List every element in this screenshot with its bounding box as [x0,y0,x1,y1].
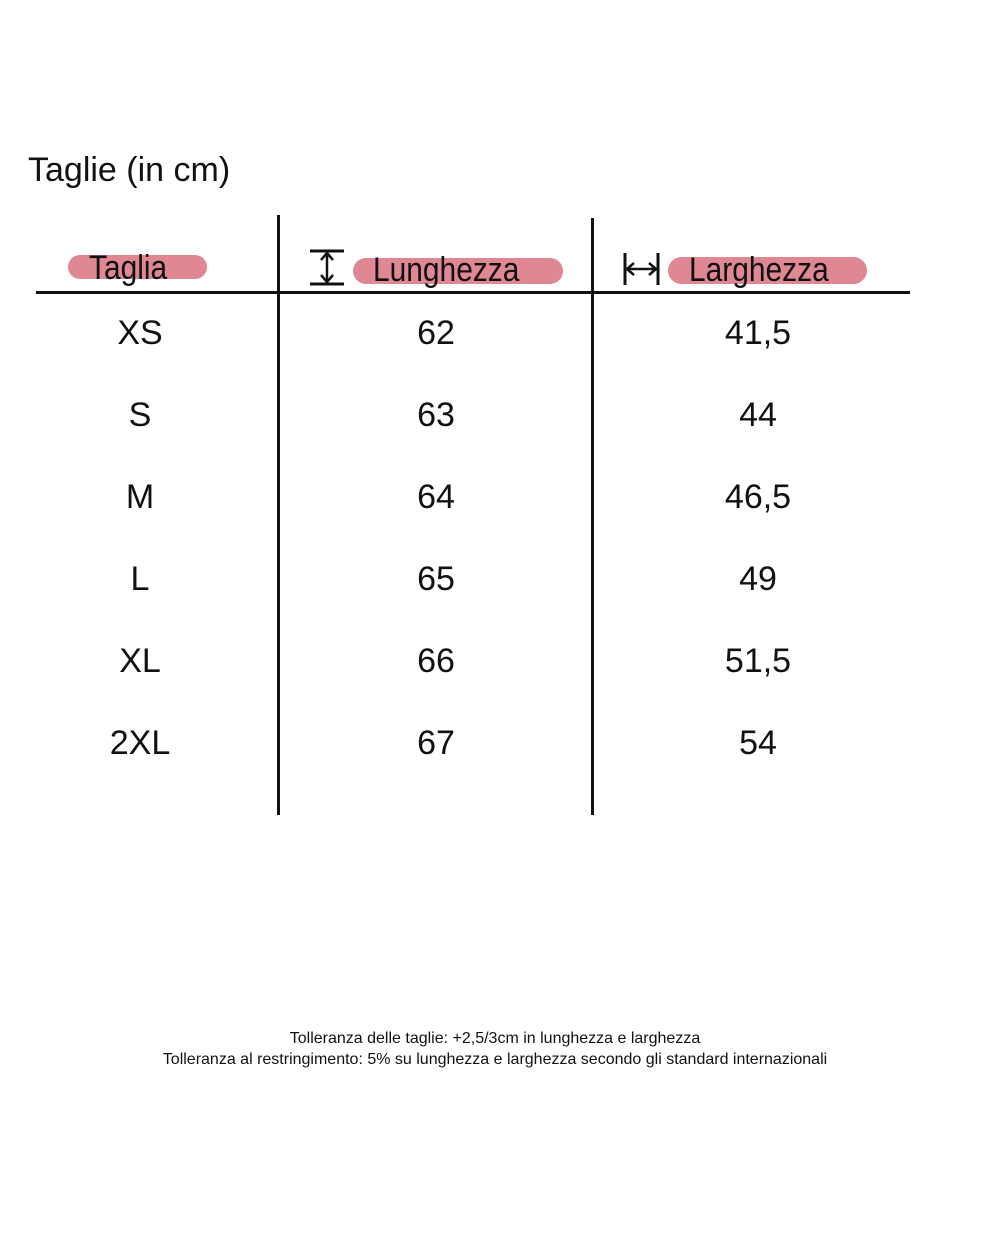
footer-tolerance: Tolleranza delle taglie: +2,5/3cm in lun… [289,1030,701,1047]
column-divider [277,215,280,815]
page-title: Taglie (in cm) [28,151,231,189]
width-cell: 49 [739,560,777,598]
length-cell: 67 [417,724,455,762]
length-cell: 63 [417,396,455,434]
size-cell: L [130,560,150,598]
header-label: Lunghezza [373,251,520,289]
size-cell: 2XL [109,724,171,762]
header-label: Taglia [89,249,168,287]
width-cell: 54 [739,724,777,762]
width-cell: 44 [739,396,777,434]
size-cell: S [128,396,152,434]
column-divider [591,218,594,815]
size-cell: XS [117,314,163,352]
header-divider [36,291,910,294]
header-label: Larghezza [689,251,829,289]
vertical-length-arrow-icon [310,249,344,286]
footer-shrinkage: Tolleranza al restringimento: 5% su lung… [162,1051,828,1068]
length-cell: 62 [417,314,455,352]
size-cell: XL [119,642,161,680]
width-cell: 51,5 [724,642,792,680]
horizontal-width-arrow-icon [623,253,660,285]
length-cell: 66 [417,642,455,680]
size-cell: M [125,478,155,516]
width-cell: 46,5 [724,478,792,516]
length-cell: 64 [417,478,455,516]
length-cell: 65 [417,560,455,598]
width-cell: 41,5 [724,314,792,352]
